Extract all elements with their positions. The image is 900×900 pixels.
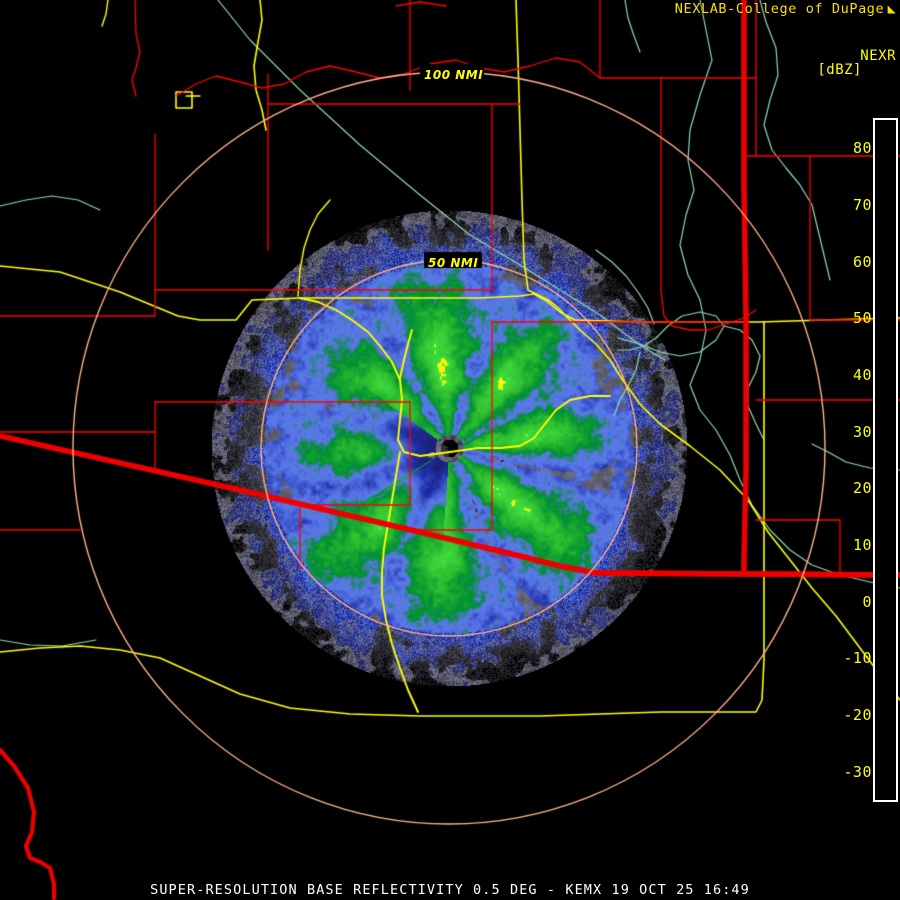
colorbar-units-label: [dBZ] <box>817 62 862 78</box>
colorbar-tick-70: 70 <box>852 196 872 214</box>
colorbar-frame <box>873 118 898 802</box>
range-ring-label-100: 100 NMI <box>424 68 484 82</box>
range-ring-label-50: 50 NMI <box>428 256 479 270</box>
colorbar-tick-10: 10 <box>852 536 872 554</box>
colorbar-tick-minus30: -30 <box>843 762 872 781</box>
colorbar[interactable] <box>873 118 898 802</box>
colorbar-tick-30: 30 <box>852 422 872 441</box>
colorbar-tick-0: 0 <box>862 592 872 611</box>
colorbar-tick-40: 40 <box>852 366 872 384</box>
brand-watermark: NEXLAB-College of DuPage ◢ <box>675 1 896 17</box>
colorbar-title: NEXR <box>860 48 896 64</box>
colorbar-tick-minus20: -20 <box>843 706 872 724</box>
colorbar-tick-minus10: -10 <box>843 649 872 668</box>
colorbar-tick-50: 50 <box>852 309 872 328</box>
cod-flag-icon: ◢ <box>887 1 896 17</box>
colorbar-tick-60: 60 <box>852 252 872 271</box>
brand-text: NEXLAB-College of DuPage <box>674 1 885 17</box>
colorbar-tick-20: 20 <box>852 479 872 498</box>
status-bar: SUPER-RESOLUTION BASE REFLECTIVITY 0.5 D… <box>150 882 750 898</box>
colorbar-tick-80: 80 <box>852 139 872 158</box>
